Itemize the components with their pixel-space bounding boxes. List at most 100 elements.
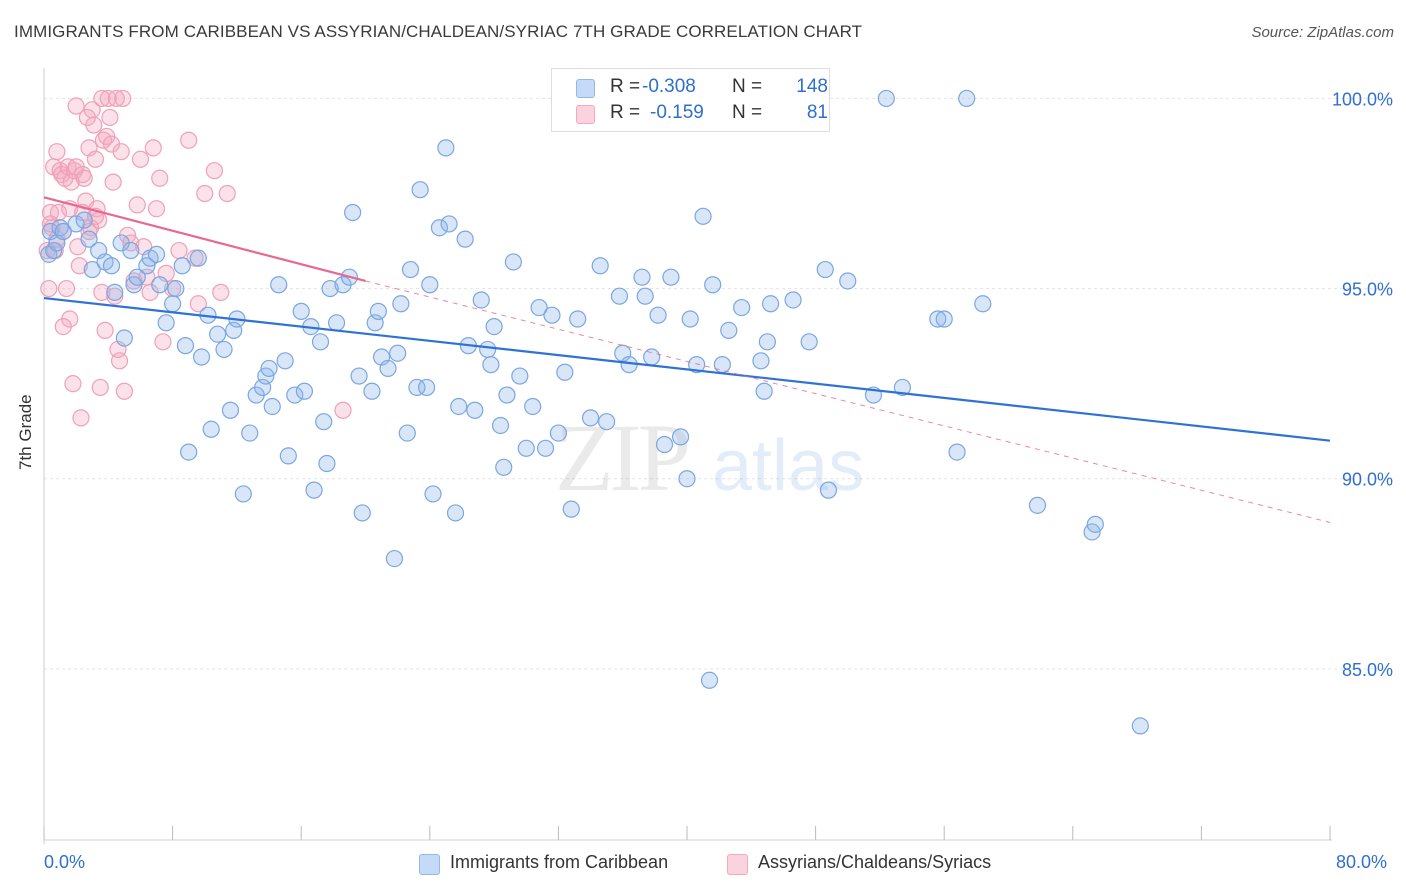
series-assyrian-points: [38, 89, 352, 427]
caribbean-point: [479, 340, 497, 359]
caribbean-point: [598, 413, 616, 431]
caribbean-point: [524, 397, 542, 416]
caribbean-point: [389, 344, 407, 362]
assyrian-point: [107, 89, 125, 108]
caribbean-point: [491, 416, 510, 435]
legend-r-label: R =: [610, 102, 641, 123]
assyrian-point: [57, 279, 76, 298]
caribbean-point: [295, 382, 314, 400]
caribbean-point: [671, 428, 690, 446]
caribbean-point: [713, 356, 731, 374]
caribbean-point: [411, 181, 429, 199]
assyrian-trend-line: [43, 196, 366, 283]
caribbean-point: [437, 139, 455, 157]
caribbean-point: [581, 409, 600, 427]
caribbean-point: [758, 333, 776, 351]
caribbean-point: [401, 260, 420, 279]
assyrian-point: [151, 169, 169, 187]
assyrian-point: [110, 352, 129, 370]
caribbean-point: [327, 314, 346, 332]
bottom-legend-swatch-assyrian: [727, 854, 748, 875]
legend-r-label: R =: [610, 76, 641, 97]
caribbean-point: [260, 359, 278, 378]
caribbean-point: [157, 314, 175, 332]
caribbean-point: [311, 333, 330, 351]
legend-n-label: N =: [732, 76, 763, 97]
caribbean-point: [556, 363, 574, 381]
caribbean-point: [270, 276, 288, 294]
caribbean-point: [321, 279, 339, 298]
assyrian-point: [112, 143, 130, 161]
caribbean-point: [176, 337, 195, 355]
caribbean-point: [511, 367, 529, 385]
assyrian-point: [104, 173, 122, 191]
caribbean-point: [102, 257, 121, 275]
caribbean-point: [761, 295, 780, 313]
caribbean-point: [408, 378, 426, 397]
assyrian-point: [114, 89, 132, 108]
caribbean-point: [241, 424, 259, 442]
caribbean-point: [694, 207, 712, 225]
caribbean-point: [379, 359, 397, 378]
caribbean-point: [151, 276, 169, 294]
legend-n-value: 81: [806, 102, 828, 123]
caribbean-point: [662, 268, 680, 286]
series-caribbean-points: [40, 89, 1149, 735]
legend-r-value: -0.308: [642, 76, 696, 97]
assyrian-point: [101, 108, 119, 127]
assyrian-point: [40, 279, 58, 298]
caribbean-point: [417, 378, 436, 397]
caribbean-point: [678, 470, 696, 488]
legend-n-value: 148: [796, 76, 828, 97]
assyrian-point: [70, 257, 88, 275]
trend-lines: [43, 196, 1331, 523]
caribbean-point: [569, 310, 587, 328]
caribbean-point: [456, 230, 474, 248]
caribbean-point: [363, 382, 381, 400]
caribbean-point: [344, 203, 362, 222]
caribbean-point: [385, 549, 404, 568]
caribbean-point: [221, 401, 240, 419]
grid-lines: [44, 97, 1394, 670]
caribbean-point: [636, 287, 654, 305]
caribbean-point: [122, 241, 140, 260]
caribbean-point: [495, 458, 513, 476]
caribbean-point: [369, 302, 387, 320]
caribbean-point: [202, 420, 220, 438]
assyrian-point: [131, 150, 150, 168]
caribbean-point: [318, 454, 336, 473]
caribbean-point: [517, 439, 535, 457]
watermark-atlas: atlas: [712, 426, 864, 506]
caribbean-point: [498, 386, 516, 404]
assyrian-point: [180, 131, 198, 149]
caribbean-point: [893, 378, 912, 397]
caribbean-point: [562, 500, 580, 518]
caribbean-point: [128, 268, 146, 286]
caribbean-point: [350, 367, 368, 385]
caribbean-point: [421, 276, 439, 294]
caribbean-point: [543, 306, 561, 324]
caribbean-point: [164, 295, 182, 313]
assyrian-point: [147, 200, 166, 218]
y-tick-label: 95.0%: [1342, 280, 1393, 300]
caribbean-point: [733, 298, 751, 317]
watermark-zip: ZIP: [555, 404, 688, 511]
caribbean-point: [279, 447, 297, 465]
caribbean-point: [610, 287, 629, 305]
caribbean-point: [752, 352, 770, 370]
caribbean-point: [209, 325, 227, 343]
caribbean-point: [398, 424, 416, 442]
caribbean-point: [700, 671, 719, 689]
caribbean-point: [450, 397, 468, 416]
caribbean-point: [180, 443, 198, 461]
assyrian-point: [67, 158, 85, 176]
caribbean-point: [655, 435, 674, 454]
caribbean-point: [215, 340, 233, 359]
legend-n-label: N =: [732, 102, 763, 123]
caribbean-point: [649, 306, 667, 324]
caribbean-point: [948, 443, 966, 461]
caribbean-point: [935, 310, 953, 328]
caribbean-point: [286, 386, 304, 404]
caribbean-point: [839, 272, 857, 290]
caribbean-point: [816, 260, 834, 279]
